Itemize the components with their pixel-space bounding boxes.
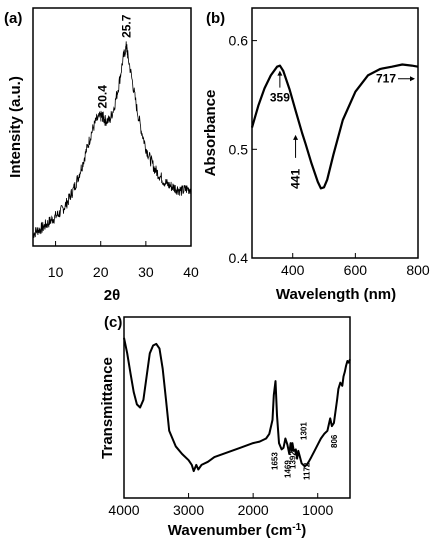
panel-c-xtick-label: 4000 [108,502,139,518]
panel-c-xtick-label: 2000 [238,502,269,518]
panel-a-plot-area [32,41,192,238]
panel-b-plot-area [250,63,419,190]
panel-c-xtick-label: 3000 [173,502,204,518]
panel-a-ylabel: Intensity (a.u.) [7,76,24,178]
panel-c-label: (c) [104,314,122,331]
panel-a-series-line [32,41,192,238]
panel-c-xlabel: Wavenumber (cm-1) [168,522,306,539]
panel-c-series-line [123,337,351,473]
panel-b-peak-label: 441 [289,169,303,189]
panel-b-frame [251,7,419,259]
panel-c-ylabel: Transmittance [99,357,116,459]
panel-c-frame [123,316,351,499]
panel-c-xticks: 4000 3000 2000 1000 [108,493,333,518]
panel-c-peak-label: 1172 [303,462,312,480]
panel-c-plot-area [123,337,351,473]
panel-a-xlabel: 2θ [104,287,120,304]
panel-b-xtick-label: 600 [344,262,368,278]
panel-a-peak-label: 20.4 [96,85,110,109]
panel-b-label: (b) [206,10,225,27]
panel-b-ytick-label: 0.5 [229,141,249,157]
panel-b-arrowhead [293,134,299,140]
panel-a-xticks: 10 20 30 40 [48,241,199,280]
panel-b-ylabel: Absorbance [202,90,219,177]
panel-b-xlabel: Wavelength (nm) [276,286,396,303]
panel-c-peak-label: 1469 [283,460,292,478]
panel-a-xtick-label: 10 [48,264,64,280]
panel-b-series-line [250,63,419,190]
panel-a-annotations: 20.4 25.7 [96,14,134,108]
panel-c-peak-label: 1392 [288,451,297,469]
panel-a-xtick-label: 40 [183,264,199,280]
panel-b-peak-label: 359 [270,91,290,105]
panel-b-arrowhead [277,70,283,76]
panel-b-ytick-label: 0.4 [229,250,249,266]
panel-c-xtick-label: 1000 [302,502,333,518]
panel-a: (a) 10 20 30 40 20.4 25.7 2θ Intensity (a.u.… [4,7,199,304]
panel-c-peak-label: 806 [330,434,339,448]
panel-b: (b) 400 600 800 0.4 0.5 0.6 359 441 717 Wavelen… [202,7,430,303]
panel-c-peak-label: 1653 [271,452,280,470]
panel-b-ticks: 400 600 800 0.4 0.5 0.6 [229,33,430,278]
panel-a-label: (a) [4,10,22,27]
panel-b-ytick-label: 0.6 [229,33,249,49]
panel-c-peak-label: 1301 [299,422,308,440]
panel-b-annotations: 359 441 717 [270,70,416,189]
panel-b-arrowhead [410,76,416,82]
panel-a-xtick-label: 30 [138,264,154,280]
panel-a-frame [32,7,192,247]
panel-b-peak-label: 717 [376,72,396,86]
panel-b-xtick-label: 400 [281,262,305,278]
panel-b-xtick-label: 800 [406,262,430,278]
panel-a-peak-label: 25.7 [119,14,133,38]
panel-a-xtick-label: 20 [93,264,109,280]
